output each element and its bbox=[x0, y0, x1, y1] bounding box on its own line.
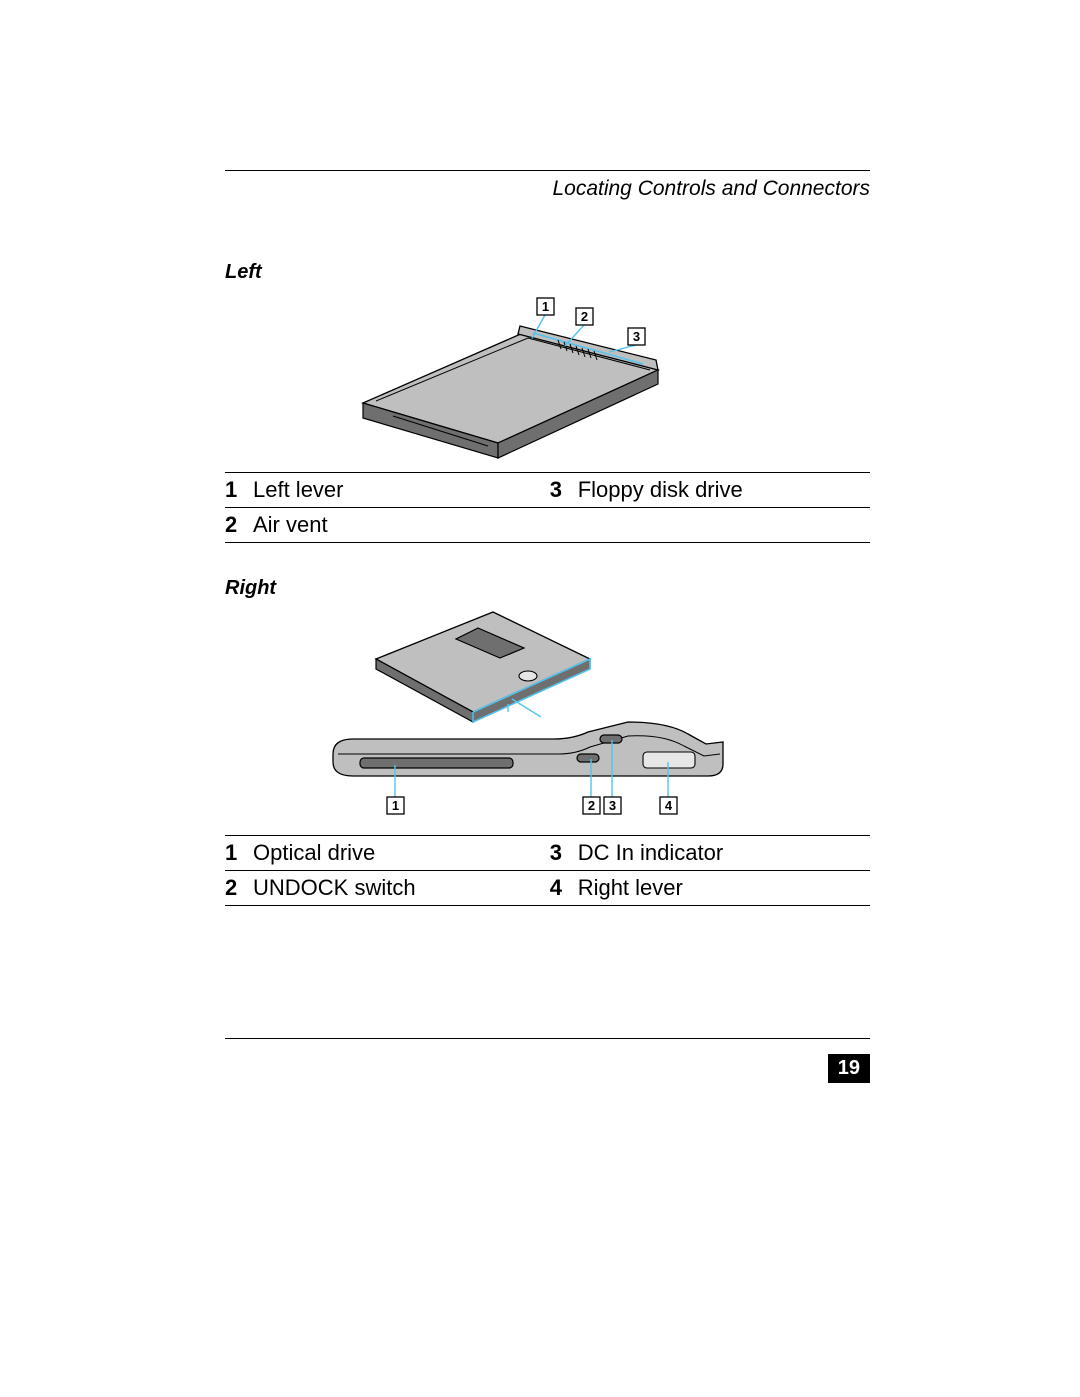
dc-in bbox=[600, 735, 622, 743]
table-row: 2 Air vent bbox=[225, 508, 870, 543]
callout-2: 2 bbox=[583, 797, 600, 814]
svg-text:1: 1 bbox=[391, 798, 398, 813]
footer-rule bbox=[225, 1038, 870, 1039]
svg-text:2: 2 bbox=[580, 309, 587, 324]
optical-slot bbox=[360, 758, 513, 768]
cell-num: 1 bbox=[225, 473, 253, 508]
cell-num: 1 bbox=[225, 836, 253, 871]
callout-2: 2 bbox=[576, 308, 593, 325]
right-lever-plate bbox=[643, 752, 695, 768]
callout-3: 3 bbox=[604, 797, 621, 814]
cell-num: 2 bbox=[225, 508, 253, 543]
leader-u1 bbox=[512, 699, 541, 717]
cell-num bbox=[550, 508, 578, 543]
callout-1: 1 bbox=[387, 797, 404, 814]
svg-text:3: 3 bbox=[632, 329, 639, 344]
table-row: 2 UNDOCK switch 4 Right lever bbox=[225, 871, 870, 906]
cell-num: 3 bbox=[550, 473, 578, 508]
cell-label bbox=[578, 508, 870, 543]
upper-knob bbox=[519, 671, 537, 681]
table-left: 1 Left lever 3 Floppy disk drive 2 Air v… bbox=[225, 472, 870, 543]
svg-text:4: 4 bbox=[664, 798, 672, 813]
cell-num: 2 bbox=[225, 871, 253, 906]
cell-label: Optical drive bbox=[253, 836, 550, 871]
header-rule bbox=[225, 170, 870, 171]
callout-4: 4 bbox=[660, 797, 677, 814]
cell-label: UNDOCK switch bbox=[253, 871, 550, 906]
callout-1: 1 bbox=[537, 298, 554, 315]
table-right: 1 Optical drive 3 DC In indicator 2 UNDO… bbox=[225, 835, 870, 906]
cell-label: DC In indicator bbox=[578, 836, 870, 871]
diagram-left: 1 2 3 bbox=[225, 288, 870, 468]
cell-num: 3 bbox=[550, 836, 578, 871]
callout-3: 3 bbox=[628, 328, 645, 345]
table-row: 1 Left lever 3 Floppy disk drive bbox=[225, 473, 870, 508]
svg-text:2: 2 bbox=[587, 798, 594, 813]
svg-text:3: 3 bbox=[608, 798, 615, 813]
document-page: Locating Controls and Connectors Left bbox=[0, 0, 1080, 1397]
page-number: 19 bbox=[828, 1054, 870, 1083]
heading-left: Left bbox=[225, 261, 870, 284]
diagram-right: 1 2 3 4 bbox=[225, 604, 870, 831]
undock-switch bbox=[577, 754, 599, 762]
section-title: Locating Controls and Connectors bbox=[225, 177, 870, 201]
cell-num: 4 bbox=[550, 871, 578, 906]
svg-text:1: 1 bbox=[541, 299, 548, 314]
table-row: 1 Optical drive 3 DC In indicator bbox=[225, 836, 870, 871]
leader-3 bbox=[609, 345, 636, 352]
left-illustration: 1 2 3 bbox=[338, 288, 758, 463]
cell-label: Air vent bbox=[253, 508, 550, 543]
upper-device-top bbox=[376, 612, 590, 712]
cell-label: Left lever bbox=[253, 473, 550, 508]
cell-label: Floppy disk drive bbox=[578, 473, 870, 508]
cell-label: Right lever bbox=[578, 871, 870, 906]
heading-right: Right bbox=[225, 577, 870, 600]
right-illustration: 1 2 3 4 bbox=[328, 604, 768, 826]
